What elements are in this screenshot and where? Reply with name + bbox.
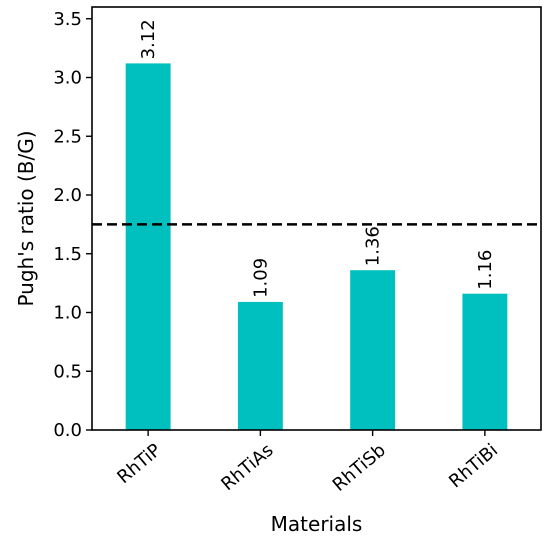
data-label-rhtibi: 1.16 xyxy=(475,250,496,290)
data-label-rhtisb: 1.36 xyxy=(363,226,384,266)
bars-layer xyxy=(125,63,508,431)
y-tick-label: 0.5 xyxy=(53,361,82,382)
y-axis: 0.0 0.5 1.0 1.5 2.0 2.5 3.0 3.5 xyxy=(53,9,92,441)
bar-rhtip xyxy=(125,63,171,431)
y-tick-label: 3.5 xyxy=(53,9,82,30)
bar-rhtisb xyxy=(350,270,396,430)
y-tick-label: 2.0 xyxy=(53,185,82,206)
y-tick-label: 1.5 xyxy=(53,244,82,265)
x-tick-label-rhtibi: RhTiBi xyxy=(445,440,502,493)
y-tick-label: 2.5 xyxy=(53,126,82,147)
y-tick-label: 0.0 xyxy=(53,420,82,441)
bar-rhtias xyxy=(237,301,283,430)
data-label-layer: 3.12 1.09 1.36 1.16 xyxy=(138,19,496,298)
x-tick-label-rhtias: RhTiAs xyxy=(217,440,277,495)
y-tick-label: 1.0 xyxy=(53,303,82,324)
bar-rhtibi xyxy=(462,293,508,430)
plot-frame xyxy=(91,6,542,431)
y-tick-label: 3.0 xyxy=(53,68,82,89)
y-axis-title: Pugh's ratio (B/G) xyxy=(14,130,38,306)
data-label-rhtip: 3.12 xyxy=(138,19,159,59)
x-tick-label-rhtip: RhTiP xyxy=(113,440,165,488)
data-label-rhtias: 1.09 xyxy=(250,258,271,298)
x-axis-title: Materials xyxy=(271,512,363,536)
x-axis: RhTiP RhTiAs RhTiSb RhTiBi xyxy=(113,430,502,496)
x-tick-label-rhtisb: RhTiSb xyxy=(329,440,390,496)
